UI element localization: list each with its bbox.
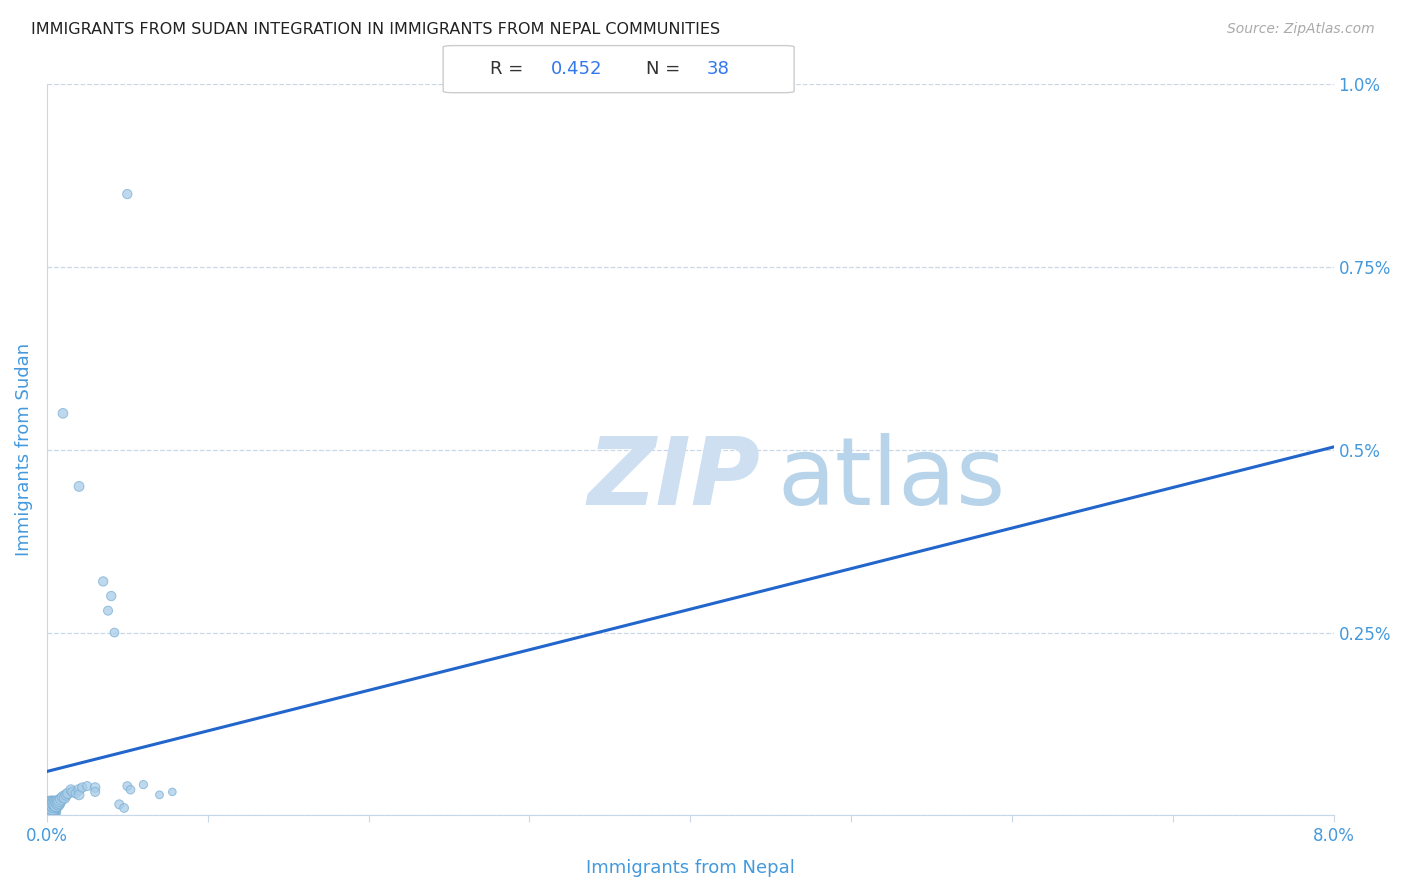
Point xyxy=(117,187,139,202)
Point xyxy=(76,779,98,793)
Point xyxy=(45,797,67,812)
Point xyxy=(91,574,114,589)
Point xyxy=(132,778,155,792)
Point xyxy=(67,788,90,802)
Text: R =: R = xyxy=(491,60,530,78)
Point xyxy=(41,799,63,814)
Point xyxy=(38,802,60,816)
Point xyxy=(51,792,73,806)
Point xyxy=(60,782,83,797)
Point xyxy=(162,785,184,799)
X-axis label: Immigrants from Nepal: Immigrants from Nepal xyxy=(586,859,794,877)
Point xyxy=(72,780,94,795)
Point xyxy=(65,786,87,800)
Point xyxy=(42,798,65,813)
Point xyxy=(53,790,76,805)
Point xyxy=(37,802,59,816)
Point xyxy=(39,799,62,814)
Text: 0.452: 0.452 xyxy=(551,60,603,78)
Point xyxy=(62,785,84,799)
Point xyxy=(67,782,90,797)
Point xyxy=(38,801,60,815)
Point xyxy=(41,797,63,812)
Point xyxy=(100,589,122,603)
Point xyxy=(52,406,75,420)
Point xyxy=(108,797,131,812)
Text: IMMIGRANTS FROM SUDAN INTEGRATION IN IMMIGRANTS FROM NEPAL COMMUNITIES: IMMIGRANTS FROM SUDAN INTEGRATION IN IMM… xyxy=(31,22,720,37)
Text: atlas: atlas xyxy=(778,434,1007,525)
Point xyxy=(42,797,65,812)
Text: R = 0.452   N = 38: R = 0.452 N = 38 xyxy=(690,110,703,111)
Text: Source: ZipAtlas.com: Source: ZipAtlas.com xyxy=(1227,22,1375,37)
Y-axis label: Immigrants from Sudan: Immigrants from Sudan xyxy=(15,343,32,557)
Point xyxy=(103,625,125,640)
Text: ZIP: ZIP xyxy=(588,434,761,525)
Point xyxy=(37,805,59,819)
Point xyxy=(84,785,107,799)
Point xyxy=(67,479,90,493)
Point xyxy=(46,795,69,809)
Text: 38: 38 xyxy=(706,60,730,78)
Point xyxy=(120,782,142,797)
Point xyxy=(56,786,79,800)
FancyBboxPatch shape xyxy=(443,45,794,93)
Point xyxy=(52,790,75,805)
Point xyxy=(49,794,72,808)
Point xyxy=(44,797,66,811)
Point xyxy=(117,779,139,793)
Point xyxy=(84,780,107,795)
Text: N =: N = xyxy=(645,60,686,78)
Point xyxy=(97,604,120,618)
Point xyxy=(148,788,170,802)
Point xyxy=(45,798,67,813)
Point xyxy=(39,801,62,815)
Point xyxy=(112,801,135,815)
Point xyxy=(39,799,62,814)
Point xyxy=(48,795,70,809)
Point xyxy=(37,801,59,815)
Point xyxy=(46,797,69,811)
Point xyxy=(55,788,77,802)
